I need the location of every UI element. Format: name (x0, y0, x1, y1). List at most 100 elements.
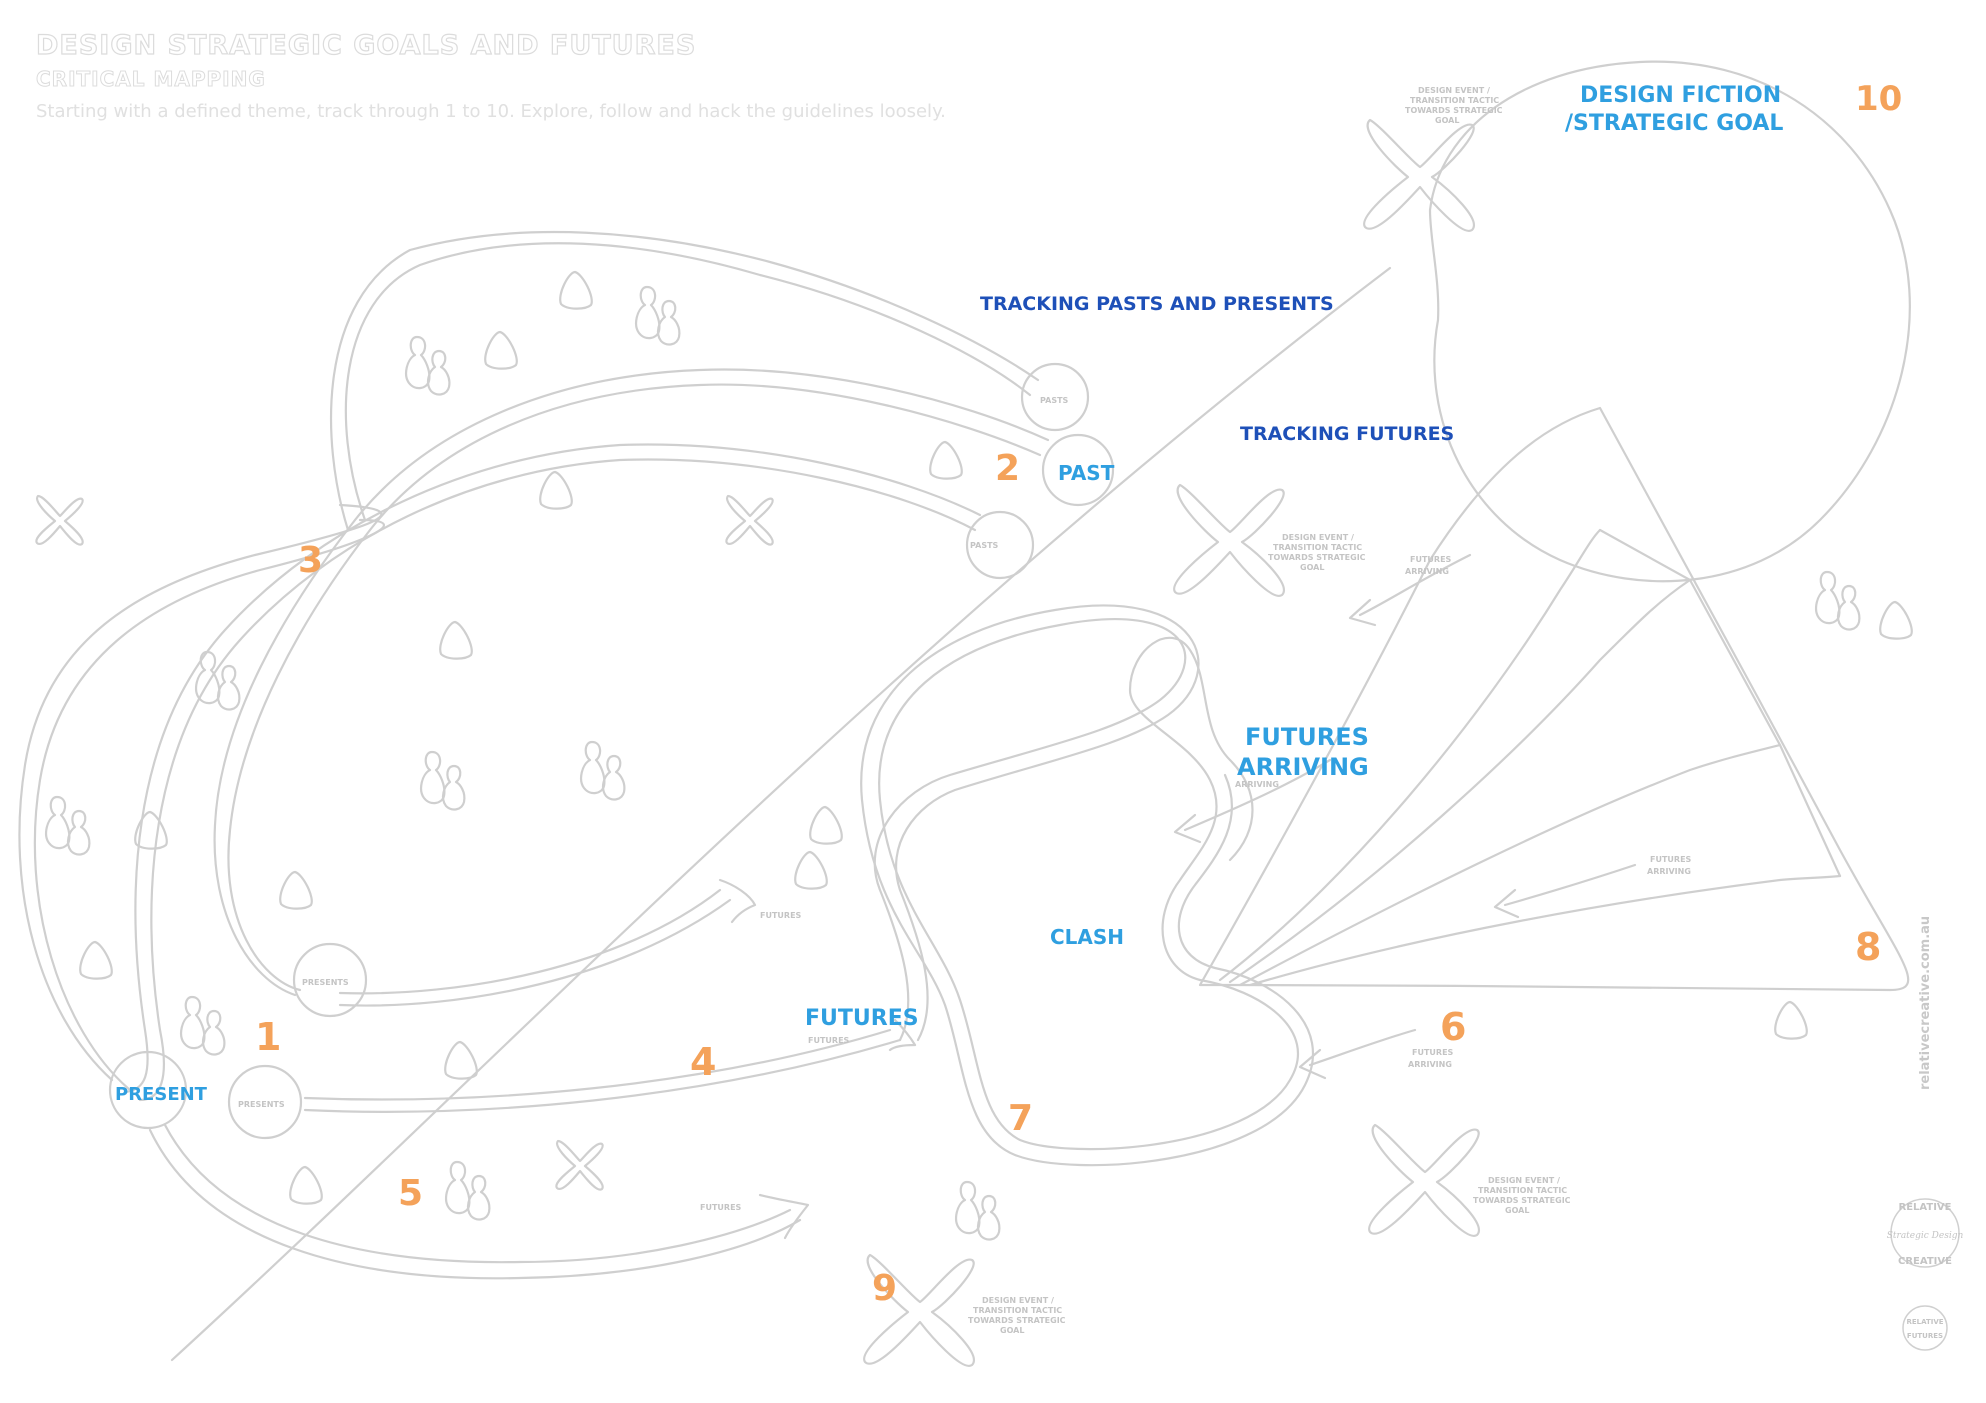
x-cross-icon (35, 494, 84, 546)
instructions-text: Starting with a defined theme, track thr… (36, 101, 946, 122)
x-cross-icon (1173, 483, 1285, 597)
triangle-icon (289, 1165, 323, 1205)
svg-text:TOWARDS STRATEGIC: TOWARDS STRATEGIC (1405, 106, 1503, 115)
svg-text:GOAL: GOAL (1300, 563, 1324, 572)
svg-text:TRANSITION TACTIC: TRANSITION TACTIC (1273, 543, 1362, 552)
svg-text:DESIGN EVENT /: DESIGN EVENT / (1282, 533, 1354, 542)
logo2-line2: FUTURES (1907, 1332, 1943, 1340)
design-event-label: DESIGN EVENT / TRANSITION TACTIC TOWARDS… (1473, 1176, 1571, 1215)
clash-path (873, 618, 1299, 1151)
futures-arriving-node-label: FUTURES (1650, 855, 1692, 864)
triangle-icon (539, 470, 573, 510)
past-node-2 (1041, 433, 1115, 507)
triangle-icon (1774, 1000, 1808, 1040)
svg-text:TRANSITION TACTIC: TRANSITION TACTIC (1478, 1186, 1567, 1195)
design-event-label: DESIGN EVENT / TRANSITION TACTIC TOWARDS… (1268, 533, 1366, 572)
presents-node-label: PRESENTS (302, 978, 349, 987)
logo-mid-text: Strategic Design (1887, 1231, 1964, 1241)
futures-node-label: FUTURES (700, 1203, 742, 1212)
step-number-4: 4 (690, 1040, 716, 1084)
relative-creative-logo: RELATIVE Strategic Design CREATIVE RELAT… (1880, 1188, 1970, 1383)
svg-text:GOAL: GOAL (1505, 1206, 1529, 1215)
person-pair-icon (635, 285, 681, 346)
pasts-node-label: PASTS (970, 541, 999, 550)
presents-node-2 (227, 1064, 303, 1140)
triangle-icon (79, 940, 113, 980)
design-event-label: DESIGN EVENT / TRANSITION TACTIC TOWARDS… (968, 1296, 1066, 1335)
pasts-node-label: PASTS (1040, 396, 1069, 405)
triangle-icon (559, 270, 593, 310)
step-number-9: 9 (872, 1268, 897, 1309)
svg-text:DESIGN EVENT /: DESIGN EVENT / (1418, 86, 1490, 95)
step-number-10: 10 (1855, 79, 1902, 119)
svg-text:TRANSITION TACTIC: TRANSITION TACTIC (973, 1306, 1062, 1315)
person-pair-icon (1815, 570, 1861, 631)
triangle-icon (279, 870, 313, 910)
x-cross-icon (1363, 118, 1475, 232)
page-subtitle: CRITICAL MAPPING (36, 67, 266, 92)
svg-text:DESIGN EVENT /: DESIGN EVENT / (982, 1296, 1054, 1305)
step-number-5: 5 (398, 1173, 423, 1214)
logo2-line1: RELATIVE (1906, 1318, 1943, 1326)
person-pair-icon (420, 750, 466, 811)
design-fiction-label-1: DESIGN FICTION (1580, 83, 1781, 108)
step-number-7: 7 (1008, 1098, 1033, 1139)
triangle-icon (1879, 600, 1913, 640)
futures-cone (1198, 406, 1910, 992)
design-event-label: DESIGN EVENT / TRANSITION TACTIC TOWARDS… (1405, 86, 1503, 125)
svg-text:DESIGN EVENT /: DESIGN EVENT / (1488, 1176, 1560, 1185)
futures-arriving-node-label: ARRIVING (1408, 1060, 1452, 1069)
present-node (108, 1050, 188, 1130)
past-label: PAST (1058, 461, 1115, 485)
timeline-diagonal (170, 266, 1392, 1362)
futures-arriving-node-label: FUTURES (1410, 555, 1452, 564)
svg-text:GOAL: GOAL (1435, 116, 1459, 125)
strategic-goal-circle (1428, 60, 1911, 583)
svg-text:TOWARDS STRATEGIC: TOWARDS STRATEGIC (968, 1316, 1066, 1325)
futures-arriving-node-label: FUTURES (1412, 1048, 1454, 1057)
page-title: DESIGN STRATEGIC GOALS AND FUTURES (35, 29, 697, 61)
person-pair-icon (180, 995, 226, 1056)
arriving-node-label: ARRIVING (1235, 780, 1279, 789)
pasts-loop (344, 242, 1032, 522)
presents-node-label: PRESENTS (238, 1100, 285, 1109)
futures-node-label: FUTURES (808, 1036, 850, 1045)
past-node-3 (965, 510, 1035, 580)
futures-arriving-label-1: FUTURES (1245, 723, 1369, 751)
triangle-icon (444, 1040, 478, 1080)
triangle-icon (929, 440, 963, 480)
page-header: DESIGN STRATEGIC GOALS AND FUTURES CRITI… (35, 29, 946, 122)
person-pair-icon (580, 740, 626, 801)
step-number-8: 8 (1855, 925, 1881, 969)
tracking-futures-label: TRACKING FUTURES (1240, 423, 1454, 445)
person-pair-icon (45, 795, 91, 856)
step-number-3: 3 (298, 540, 323, 581)
futures-arriving-node-label: ARRIVING (1647, 867, 1691, 876)
clash-label: CLASH (1050, 925, 1124, 949)
triangle-icon (439, 620, 473, 660)
futures-arriving-node-label: ARRIVING (1405, 567, 1449, 576)
triangle-icon (484, 330, 518, 370)
step-number-6: 6 (1440, 1005, 1466, 1049)
person-pair-icon (445, 1160, 491, 1221)
tracking-pasts-label: TRACKING PASTS AND PRESENTS (980, 293, 1334, 315)
x-cross-icon (1368, 1123, 1480, 1237)
presents-node-1 (292, 942, 368, 1018)
triangle-icon (809, 805, 843, 845)
present-label: PRESENT (115, 1084, 208, 1105)
step-number-2: 2 (995, 448, 1020, 489)
futures-label: FUTURES (805, 1006, 919, 1031)
design-fiction-label-2: /STRATEGIC GOAL (1565, 111, 1783, 136)
logo-bottom-text: CREATIVE (1898, 1256, 1952, 1267)
futures-node-label: FUTURES (760, 911, 802, 920)
svg-text:TRANSITION TACTIC: TRANSITION TACTIC (1410, 96, 1499, 105)
triangle-icon (794, 850, 828, 890)
step-number-1: 1 (255, 1015, 281, 1059)
svg-text:GOAL: GOAL (1000, 1326, 1024, 1335)
logo-graphic: RELATIVE Strategic Design CREATIVE RELAT… (1887, 1198, 1964, 1351)
person-pair-icon (405, 335, 451, 396)
futures-arriving-label-2: ARRIVING (1237, 753, 1369, 781)
svg-text:TOWARDS STRATEGIC: TOWARDS STRATEGIC (1473, 1196, 1571, 1205)
logo-top-text: RELATIVE (1899, 1202, 1952, 1213)
